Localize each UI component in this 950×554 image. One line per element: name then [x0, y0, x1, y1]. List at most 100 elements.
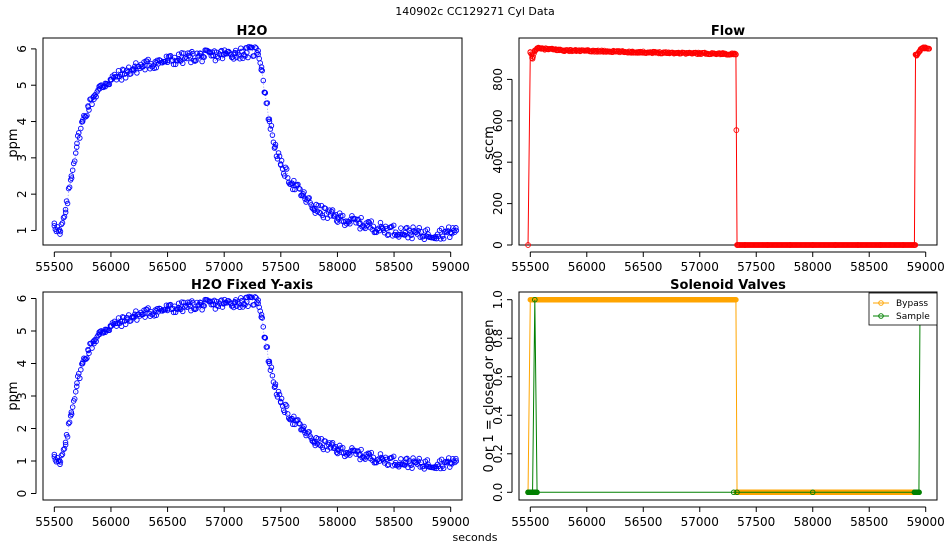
h2o-anchor-point: [164, 57, 171, 64]
h2o-data-point: [60, 446, 67, 453]
h2o-anchor-point: [108, 77, 114, 83]
h2o-data-point: [259, 67, 265, 74]
h2o-anchor-point: [262, 89, 268, 96]
flow-anchor-point: [651, 49, 658, 56]
x-tick-label: 57000: [681, 260, 719, 274]
h2o-data-point: [281, 409, 288, 416]
x-tick-label: 59000: [432, 260, 470, 274]
flow-anchor-point: [674, 50, 681, 56]
valve-anchor-point: [730, 296, 737, 303]
h2o-data-point: [290, 186, 296, 193]
x-tick-label: 55500: [511, 260, 549, 274]
h2o-data-point: [249, 294, 255, 301]
h2o-data-point: [113, 76, 120, 83]
h2o-data-point: [73, 144, 80, 150]
flow-anchor-point: [583, 47, 590, 54]
h2o-data-point: [267, 126, 274, 132]
h2o-data-point: [260, 324, 267, 330]
h2o-anchor-point: [142, 62, 148, 68]
h2o-data-point: [271, 145, 278, 151]
h2o-anchor-point: [62, 442, 69, 448]
flow-anchor-point: [606, 48, 613, 55]
h2o-anchor-point: [102, 326, 109, 333]
h2o-anchor-point: [198, 53, 205, 59]
h2o-data-point: [267, 367, 274, 373]
h2o-data-point: [213, 298, 220, 305]
x-tick-label: 56000: [92, 260, 130, 274]
h2o-data-point: [438, 456, 445, 463]
h2o-data-point: [259, 315, 265, 321]
h2o-data-point: [415, 458, 421, 464]
h2o-data-point: [420, 463, 427, 470]
h2o-data-point: [384, 232, 391, 238]
valve-anchor-point: [697, 296, 703, 303]
h2o-anchor-point: [119, 71, 126, 78]
h2o-data-point: [288, 416, 294, 423]
y-tick-label: 2: [15, 425, 29, 433]
x-tick-label: 57500: [262, 515, 300, 529]
h2o-anchor-point: [85, 347, 92, 354]
h2o-data-point: [89, 345, 95, 351]
flow-anchor-point: [629, 49, 635, 55]
h2o-anchor-point: [74, 140, 80, 147]
h2o-data-point: [257, 308, 263, 314]
h2o-data-point: [84, 112, 90, 119]
h2o-anchor-point: [187, 54, 193, 60]
h2o-anchor-point: [300, 427, 307, 433]
h2o-anchor-point: [79, 360, 86, 367]
flow-anchor-point: [538, 45, 545, 52]
flow-anchor-point: [525, 242, 531, 248]
h2o-data-point: [122, 75, 129, 81]
flow-data-point: [729, 50, 736, 57]
valve-series-line: [528, 299, 922, 493]
flow-anchor-point: [730, 51, 737, 57]
h2o-data-point: [282, 401, 289, 408]
h2o-data-point: [72, 388, 79, 395]
h2o-anchor-point: [108, 323, 114, 329]
plot-frame: [518, 291, 938, 501]
valve-anchor-point: [527, 489, 534, 496]
flow-anchor-point: [855, 242, 861, 248]
x-tick-label: 58000: [794, 515, 832, 529]
h2o-data-point: [76, 130, 82, 136]
panel-title: Solenoid Valves: [670, 278, 786, 293]
h2o-data-point: [414, 231, 420, 237]
h2o-anchor-point: [278, 162, 284, 168]
h2o-data-point: [269, 372, 276, 379]
h2o-data-point: [145, 305, 151, 311]
h2o-data-point: [122, 321, 129, 328]
h2o-anchor-point: [244, 299, 250, 305]
h2o-anchor-point: [74, 380, 80, 386]
h2o-data-point: [283, 166, 290, 172]
y-tick-label: 0: [491, 241, 505, 249]
h2o-anchor-point: [357, 220, 363, 226]
h2o-anchor-point: [379, 225, 386, 232]
panel-h2o: H2O ppm 55500 56000 56500 57000 57500 58000 58…: [6, 24, 470, 274]
legend-marker: [878, 300, 884, 306]
h2o-data-point: [329, 439, 336, 446]
panel-title: H2O Fixed Y-axis: [191, 278, 313, 293]
h2o-data-point: [258, 66, 264, 73]
h2o-anchor-point: [244, 49, 250, 56]
h2o-data-point: [212, 57, 219, 64]
h2o-data-point: [301, 423, 307, 430]
h2o-data-point: [440, 465, 447, 472]
h2o-data-point: [112, 320, 119, 327]
valve-anchor-point: [734, 489, 740, 496]
h2o-data-point: [163, 302, 170, 308]
h2o-data-point: [453, 455, 459, 462]
plot-frame: [42, 37, 463, 246]
legend-box: [868, 292, 938, 326]
x-tick-label: 56000: [568, 260, 606, 274]
h2o-anchor-point: [232, 299, 239, 306]
h2o-data-point: [60, 214, 67, 221]
h2o-anchor-point: [57, 231, 63, 237]
panel-title: Flow: [711, 24, 745, 39]
x-tick-label: 58000: [318, 515, 356, 529]
y-tick-label: 6: [15, 295, 29, 303]
h2o-data-point: [320, 446, 327, 453]
x-tick-label: 56000: [92, 515, 130, 529]
h2o-anchor-point: [91, 93, 97, 99]
h2o-anchor-point: [272, 144, 278, 150]
flow-anchor-point: [787, 242, 793, 248]
